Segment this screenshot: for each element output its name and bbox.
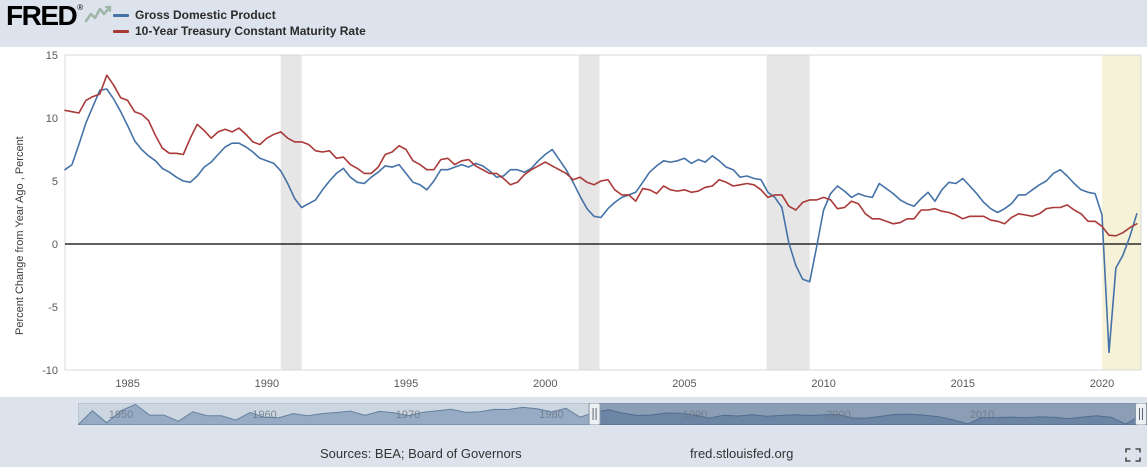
- site-link[interactable]: fred.stlouisfed.org: [690, 446, 794, 461]
- highlight-band: [1102, 55, 1141, 370]
- slider-year-label: 1990: [683, 409, 707, 421]
- y-tick-label: -10: [42, 365, 58, 377]
- x-tick-label: 1985: [115, 378, 139, 390]
- slider-handle-right[interactable]: [1135, 403, 1147, 425]
- slider-area-chart: [78, 403, 1147, 425]
- x-tick-label: 2000: [533, 378, 557, 390]
- y-tick-label: 10: [46, 113, 58, 125]
- slider-year-label: 2010: [970, 409, 994, 421]
- x-tick-label: 1990: [255, 378, 279, 390]
- recession-band: [578, 55, 600, 370]
- slider-handle-left[interactable]: [588, 403, 601, 425]
- legend-item-gdp: Gross Domestic Product: [113, 7, 366, 23]
- recession-band: [766, 55, 810, 370]
- x-tick-label: 2010: [811, 378, 835, 390]
- sources-text: Sources: BEA; Board of Governors: [320, 446, 522, 461]
- legend-label-gdp: Gross Domestic Product: [135, 8, 276, 22]
- chart-legend: Gross Domestic Product 10-Year Treasury …: [113, 7, 366, 39]
- fullscreen-icon[interactable]: [1125, 448, 1141, 462]
- slider-year-label: 2000: [826, 409, 850, 421]
- y-tick-label: 5: [52, 176, 58, 188]
- recession-band: [280, 55, 302, 370]
- y-tick-label: -5: [48, 302, 58, 314]
- legend-item-treasury: 10-Year Treasury Constant Maturity Rate: [113, 23, 366, 39]
- registered-mark: ®: [77, 3, 84, 12]
- slider-year-label: 1970: [396, 409, 420, 421]
- fred-logo[interactable]: FRED ®: [6, 2, 113, 30]
- fred-logo-text: FRED: [6, 0, 78, 31]
- x-tick-label: 1995: [394, 378, 418, 390]
- slider-year-label: 1950: [109, 409, 133, 421]
- chart-area: Percent Change from Year Ago , Percent 1…: [0, 47, 1147, 397]
- slider-year-label: 1960: [252, 409, 276, 421]
- treasury-line: [64, 74, 1138, 237]
- chart-plot[interactable]: 15 10 5 0 -5 -10 1985 1990 1995 2000 2005 2010 2015 2…: [40, 47, 1147, 395]
- legend-label-treasury: 10-Year Treasury Constant Maturity Rate: [135, 24, 366, 38]
- plot-frame: [64, 54, 1142, 371]
- y-axis-title: Percent Change from Year Ago , Percent: [14, 136, 26, 335]
- sparkline-icon: [84, 5, 113, 30]
- x-tick-label: 2020: [1090, 378, 1114, 390]
- y-tick-label: 15: [46, 50, 58, 62]
- slider-year-label: 1980: [539, 409, 563, 421]
- y-tick-label: 0: [52, 239, 58, 251]
- gdp-line-swatch: [113, 13, 129, 17]
- x-tick-label: 2015: [951, 378, 975, 390]
- gdp-line: [64, 88, 1138, 354]
- x-tick-label: 2005: [672, 378, 696, 390]
- treasury-line-swatch: [113, 29, 129, 33]
- date-range-slider[interactable]: 1950 1960 1970 1980 1990 2000 2010: [78, 403, 1147, 425]
- slider-selection[interactable]: [594, 403, 1147, 425]
